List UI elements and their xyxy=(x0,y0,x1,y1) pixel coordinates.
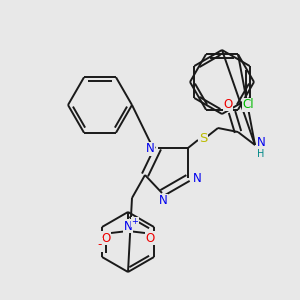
Text: N: N xyxy=(159,194,167,208)
Text: N: N xyxy=(124,220,132,232)
Text: -: - xyxy=(98,238,102,251)
Text: H: H xyxy=(257,149,265,159)
Text: N: N xyxy=(193,172,201,185)
Text: O: O xyxy=(101,232,111,244)
Text: N: N xyxy=(256,136,266,149)
Text: +: + xyxy=(132,218,138,226)
Text: O: O xyxy=(224,98,232,110)
Text: N: N xyxy=(146,142,154,155)
Text: Cl: Cl xyxy=(242,98,254,111)
Text: O: O xyxy=(146,232,154,244)
Text: S: S xyxy=(199,131,207,145)
